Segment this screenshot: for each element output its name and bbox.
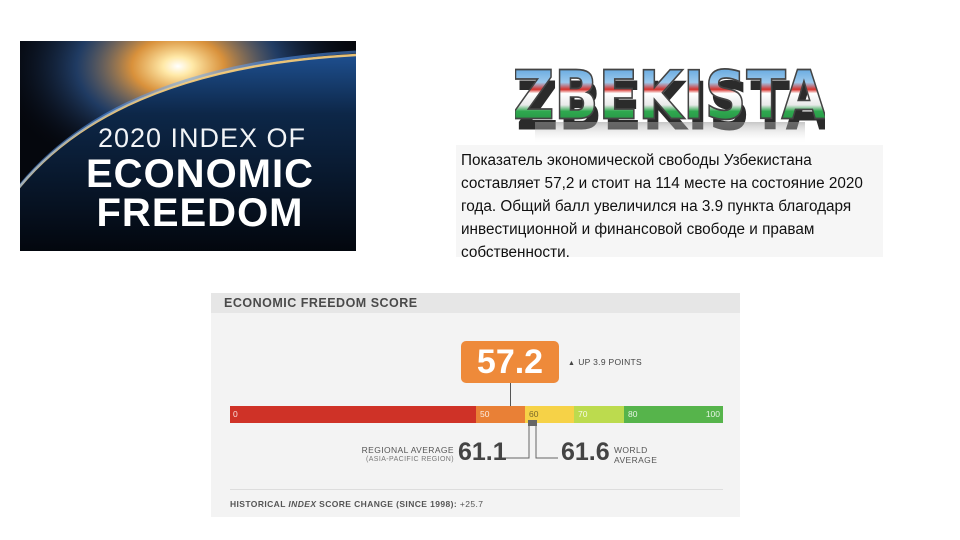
scale-label-60: 60: [529, 409, 539, 419]
panel-divider: [230, 489, 723, 490]
scale-segment-free: 80 100: [624, 406, 723, 423]
world-average-value: 61.6: [561, 438, 610, 466]
regional-average-label: REGIONAL AVERAGE (ASIA-PACIFIC REGION): [326, 445, 454, 465]
regional-average-title: REGIONAL AVERAGE: [361, 445, 454, 455]
index-of-economic-freedom-banner: 2020 INDEX OF ECONOMIC FREEDOM: [20, 41, 356, 251]
uzbekistan-wordart: UZBEKISTAN UZBEKISTAN: [515, 56, 825, 144]
historical-index-word: INDEX: [288, 499, 317, 509]
scale-segment-mostly-free: 70: [574, 406, 624, 423]
description-paragraph: Показатель экономической свободы Узбекис…: [456, 145, 883, 261]
historical-rest: SCORE CHANGE (SINCE 1998):: [316, 499, 460, 509]
score-scale-bar: 0 50 60 70 80 100: [230, 406, 723, 423]
scale-label-50: 50: [480, 409, 490, 419]
scale-label-100: 100: [705, 409, 720, 419]
banner-line-1: 2020 INDEX OF: [97, 123, 307, 153]
world-average-label: WORLD AVERAGE: [614, 445, 657, 465]
scale-label-80: 80: [628, 409, 638, 419]
economic-freedom-score-panel: ECONOMIC FREEDOM SCORE 57.2 ▲ UP 3.9 POIN…: [211, 293, 740, 517]
average-connector-lines: [506, 420, 558, 459]
historical-score-change: HISTORICAL INDEX SCORE CHANGE (SINCE 199…: [230, 499, 483, 509]
regional-average-value: 61.1: [458, 438, 507, 466]
wordart-reflection: [535, 122, 805, 144]
scale-label-70: 70: [578, 409, 588, 419]
up-triangle-icon: ▲: [568, 360, 576, 367]
regional-average-region: (ASIA-PACIFIC REGION): [366, 456, 454, 463]
score-change: ▲ UP 3.9 POINTS: [568, 357, 642, 367]
scale-label-0: 0: [233, 409, 238, 419]
banner-line-3: FREEDOM: [96, 191, 304, 235]
world-average-label-line2: AVERAGE: [614, 455, 658, 465]
panel-title: ECONOMIC FREEDOM SCORE: [211, 293, 740, 313]
scale-segment-moderately-free: 60: [525, 406, 574, 423]
score-value: 57.2: [461, 341, 559, 383]
historical-prefix: HISTORICAL: [230, 499, 289, 509]
scale-segment-repressed: 0: [230, 406, 476, 423]
scale-segment-mostly-unfree: 50: [476, 406, 525, 423]
banner-line-2: ECONOMIC: [86, 152, 314, 196]
score-change-text: UP 3.9 POINTS: [578, 357, 642, 367]
earth-horizon-image: [20, 41, 356, 251]
score-pointer: [510, 383, 511, 406]
historical-value: +25.7: [459, 499, 484, 509]
world-average-label-line1: WORLD: [614, 445, 648, 455]
